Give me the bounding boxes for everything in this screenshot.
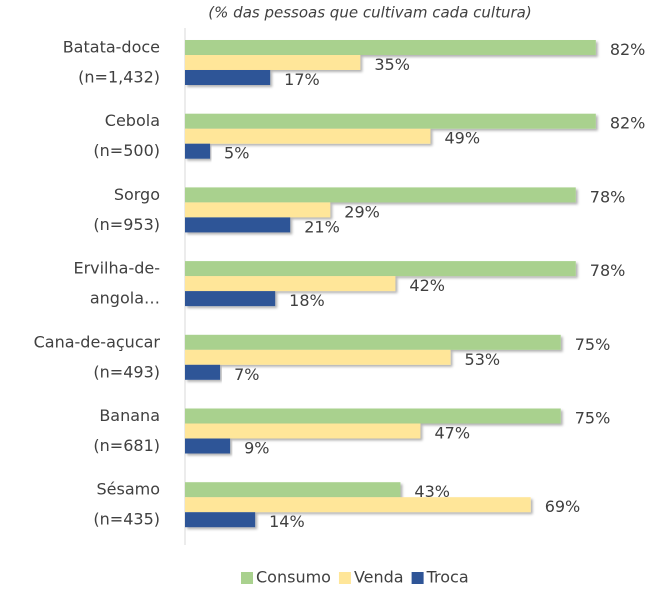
bar [185,423,421,439]
bar [185,128,431,144]
bar [185,187,576,203]
data-label: 5% [224,144,249,163]
y-tick-label: Cana-de-açucar [34,332,161,351]
data-label: 21% [304,217,340,236]
data-label: 78% [590,261,626,280]
bar [185,291,276,307]
y-tick-label: (n=681) [93,436,160,455]
y-tick-label: (n=953) [93,215,160,234]
data-label: 78% [590,187,626,206]
bar [185,55,361,70]
data-label: 14% [269,512,305,531]
data-label: 53% [465,350,501,369]
data-label: 17% [284,70,320,89]
bar [185,334,561,350]
legend-label: Troca [426,568,469,587]
legend-label: Consumo [256,568,331,587]
data-label: 7% [234,365,259,384]
legend-swatch [411,572,424,584]
y-tick-label: Banana [99,406,160,425]
data-label: 82% [610,40,646,59]
bar [185,202,331,218]
data-label: 29% [344,202,380,221]
data-label: 49% [444,129,480,148]
bar [185,70,271,85]
y-tick-label: Sésamo [96,480,160,499]
y-tick-label: angola… [90,289,160,308]
bar [185,261,576,277]
data-label: 42% [409,276,445,295]
y-tick-label: (n=435) [93,510,160,529]
bar [185,143,211,159]
data-label: 18% [289,291,325,310]
legend-swatch [338,572,351,584]
data-label: 69% [545,497,581,516]
bar [185,364,221,380]
bar [185,497,531,513]
bar [185,438,231,454]
data-label: 43% [414,482,450,501]
bar [185,349,451,365]
bar [185,276,396,292]
bar [185,217,291,233]
y-tick-label: Batata-doce [63,38,160,57]
chart-subtitle: (% das pessoas que cultivam cada cultura… [208,4,531,22]
data-label: 9% [244,439,269,458]
bar [185,113,596,129]
y-tick-label: (n=493) [93,362,160,381]
y-tick-label: Cebola [105,111,160,130]
bar [185,512,256,528]
y-tick-label: (n=500) [93,141,160,160]
y-tick-label: (n=1,432) [78,68,160,87]
legend-label: Venda [354,568,404,587]
data-label: 75% [575,409,611,428]
data-label: 35% [374,55,410,74]
data-label: 75% [575,335,611,354]
bar [185,408,561,424]
y-tick-label: Sorgo [114,185,160,204]
y-tick-label: Ervilha-de- [73,259,160,278]
data-label: 47% [434,424,470,443]
legend-swatch [241,572,253,584]
data-label: 82% [610,114,646,133]
bar [185,482,401,498]
bar [185,40,596,55]
